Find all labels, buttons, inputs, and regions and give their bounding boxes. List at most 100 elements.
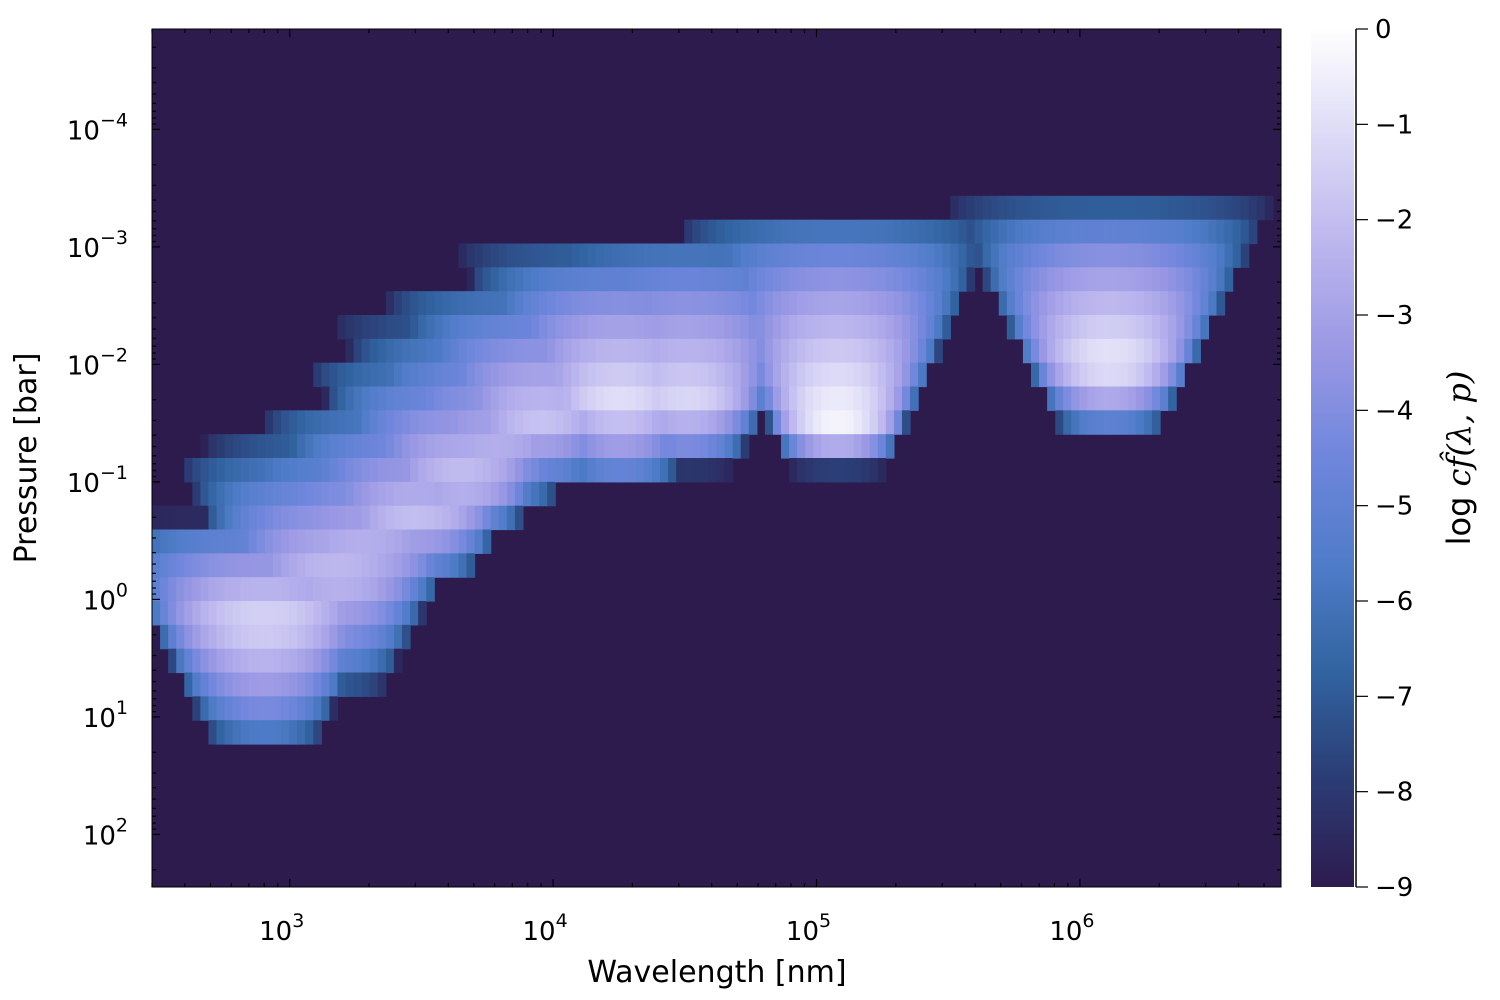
heatmap-cell xyxy=(861,386,871,411)
heatmap-cell xyxy=(393,577,403,602)
heatmap-cell xyxy=(1176,362,1185,388)
heatmap-cell xyxy=(1111,195,1121,221)
heatmap-cell xyxy=(353,505,363,531)
heatmap-cell xyxy=(482,315,492,340)
heatmap-cell xyxy=(684,458,693,483)
heatmap-cell xyxy=(708,410,718,435)
heatmap-cell xyxy=(1031,243,1040,268)
colorbar-label-prefix: log xyxy=(1440,486,1478,545)
heatmap-cell xyxy=(869,291,879,316)
heatmap-cell xyxy=(305,601,314,626)
y-tick-label: 101 xyxy=(83,697,128,734)
heatmap-cell xyxy=(805,267,814,292)
heatmap-cell xyxy=(426,386,435,411)
heatmap-cell xyxy=(619,291,629,316)
heatmap-cell xyxy=(281,505,290,531)
heatmap-cell xyxy=(1184,243,1193,268)
heatmap-cell xyxy=(272,696,282,721)
heatmap-cell xyxy=(240,458,250,483)
heatmap-cell xyxy=(410,553,419,578)
heatmap-cell xyxy=(369,601,379,626)
heatmap-cell xyxy=(361,362,371,388)
heatmap-cell xyxy=(918,267,927,292)
heatmap-cell xyxy=(1224,243,1234,268)
heatmap-cell xyxy=(216,648,226,674)
tick-label-mantissa: 10 xyxy=(67,469,100,499)
heatmap-cell xyxy=(676,434,685,459)
heatmap-cell xyxy=(168,553,177,578)
heatmap-cell xyxy=(393,291,403,316)
heatmap-cell xyxy=(176,624,185,650)
heatmap-cell xyxy=(240,601,250,626)
heatmap-cell xyxy=(603,338,613,364)
heatmap-cell xyxy=(627,243,637,268)
heatmap-cell xyxy=(401,529,411,554)
heatmap-cell xyxy=(216,601,226,626)
heatmap-cell xyxy=(1224,195,1234,221)
heatmap-cell xyxy=(539,315,548,340)
heatmap-cell xyxy=(595,243,605,268)
heatmap-cell xyxy=(853,243,863,268)
heatmap-cell xyxy=(555,338,564,364)
heatmap-cell xyxy=(442,386,451,411)
heatmap-cell xyxy=(506,481,516,507)
heatmap-cell xyxy=(813,291,822,316)
heatmap-cell xyxy=(1208,291,1218,316)
heatmap-cell xyxy=(732,267,742,292)
heatmap-cell xyxy=(264,577,274,602)
heatmap-cell xyxy=(337,362,347,388)
heatmap-cell xyxy=(877,386,887,411)
heatmap-cell xyxy=(264,696,274,721)
heatmap-cell xyxy=(1111,219,1121,245)
heatmap-cell xyxy=(450,386,460,411)
heatmap-cell xyxy=(377,577,387,602)
heatmap-cell xyxy=(410,481,419,507)
heatmap-cell xyxy=(966,219,976,245)
heatmap-cell xyxy=(627,267,637,292)
tick-label-exponent: 4 xyxy=(556,910,568,932)
heatmap-cell xyxy=(571,458,580,483)
heatmap-cell xyxy=(434,386,443,411)
heatmap-cell xyxy=(603,362,613,388)
heatmap-cell xyxy=(547,243,556,268)
colorbar-tick-label: −8 xyxy=(1375,778,1413,808)
heatmap-cell xyxy=(587,315,597,340)
heatmap-cell xyxy=(232,434,242,459)
heatmap-cell xyxy=(1022,291,1032,316)
heatmap-cell xyxy=(893,315,903,340)
heatmap-cell xyxy=(442,338,451,364)
heatmap-cell xyxy=(660,410,669,435)
heatmap-cell xyxy=(901,219,911,245)
heatmap-cell xyxy=(595,267,605,292)
heatmap-cell xyxy=(401,291,411,316)
heatmap-cell xyxy=(869,338,879,364)
heatmap-cell xyxy=(297,434,306,459)
heatmap-cell xyxy=(547,410,556,435)
heatmap-cell xyxy=(216,672,226,697)
heatmap-cell xyxy=(869,219,879,245)
heatmap-cell xyxy=(547,434,556,459)
heatmap-cell xyxy=(168,529,177,554)
heatmap-cell xyxy=(337,386,347,411)
heatmap-cell xyxy=(329,386,339,411)
heatmap-cell xyxy=(385,362,395,388)
heatmap-cell xyxy=(1151,219,1161,245)
heatmap-cell xyxy=(547,458,556,483)
heatmap-cell xyxy=(393,648,403,674)
heatmap-cell xyxy=(418,553,427,578)
heatmap-cell xyxy=(168,505,177,531)
heatmap-cell xyxy=(353,410,363,435)
heatmap-cell xyxy=(369,624,379,650)
heatmap-cell xyxy=(627,386,637,411)
heatmap-cell xyxy=(1168,267,1177,292)
heatmap-cell xyxy=(377,624,387,650)
heatmap-cell xyxy=(684,386,693,411)
heatmap-cell xyxy=(353,315,363,340)
heatmap-cell xyxy=(829,434,839,459)
heatmap-cell xyxy=(813,458,822,483)
heatmap-cell xyxy=(781,219,790,245)
heatmap-cell xyxy=(1119,195,1129,221)
heatmap-cell xyxy=(337,529,347,554)
heatmap-cell xyxy=(708,386,718,411)
heatmap-cell xyxy=(313,648,322,674)
